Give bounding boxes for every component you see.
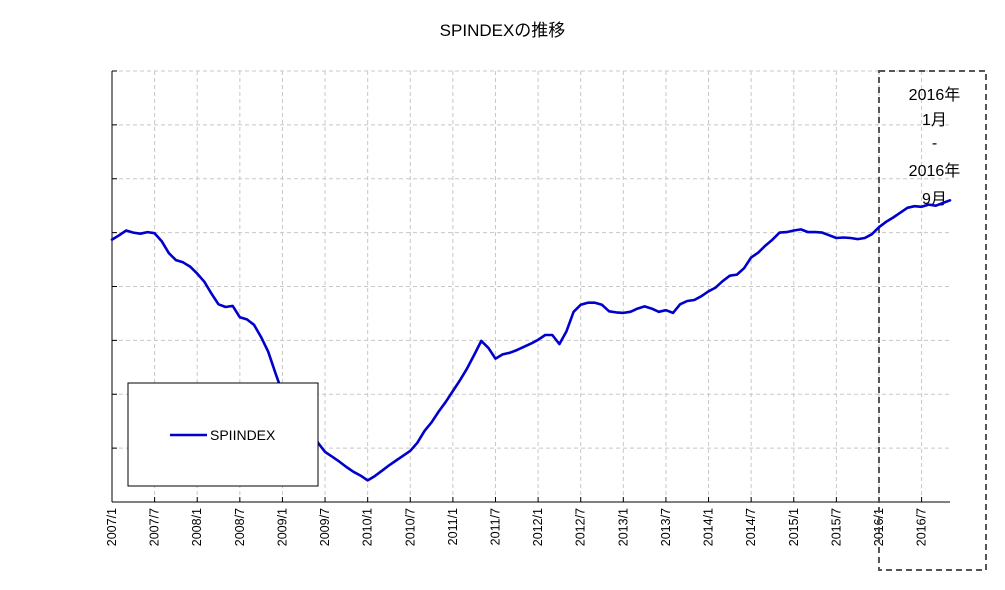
x-tick-label: 2014/1 — [702, 508, 716, 546]
x-tick-label: 2013/7 — [659, 508, 673, 546]
period-label-line: - — [932, 135, 937, 152]
x-tick-label: 2008/7 — [233, 508, 247, 546]
legend-box — [127, 382, 319, 487]
x-tick-label: 2012/1 — [531, 508, 545, 546]
x-tick-label: 2007/1 — [105, 508, 119, 546]
chart-title: SPINDEXの推移 — [439, 21, 566, 40]
period-label-line: 2016年 — [909, 162, 961, 180]
x-tick-label: 2011/7 — [488, 508, 502, 545]
x-tick-label: 2010/7 — [403, 508, 417, 546]
x-tick-label: 2009/1 — [275, 508, 289, 546]
series-lines — [110, 199, 952, 482]
x-tick-label: 2013/1 — [616, 508, 630, 546]
legend-label: SPIINDEX — [210, 427, 276, 443]
axes — [111, 70, 950, 503]
x-tick-label: 2015/1 — [787, 508, 801, 546]
x-tick-label: 2012/7 — [574, 508, 588, 546]
x-tick-labels: 2007/1 2007/7 2008/1 2008/7 2009/1 2009/7 2010… — [105, 508, 929, 546]
period-box — [877, 70, 987, 571]
series-line — [110, 199, 952, 482]
x-tick-label: 2008/1 — [190, 508, 204, 546]
x-tick-label: 2010/1 — [361, 508, 375, 546]
x-tick-label: 2015/7 — [829, 508, 843, 546]
x-tick-label: 2016/7 — [915, 508, 929, 546]
x-tick-label: 2007/7 — [148, 508, 162, 546]
period-label-line: 2016年 — [909, 86, 961, 104]
legend: SPIINDEX — [127, 382, 319, 487]
x-tick-label: 2011/1 — [446, 508, 460, 545]
period-label-line: 1月 — [922, 112, 947, 129]
x-tick-label: 2014/7 — [744, 508, 758, 546]
x-tick-label: 2009/7 — [318, 508, 332, 546]
